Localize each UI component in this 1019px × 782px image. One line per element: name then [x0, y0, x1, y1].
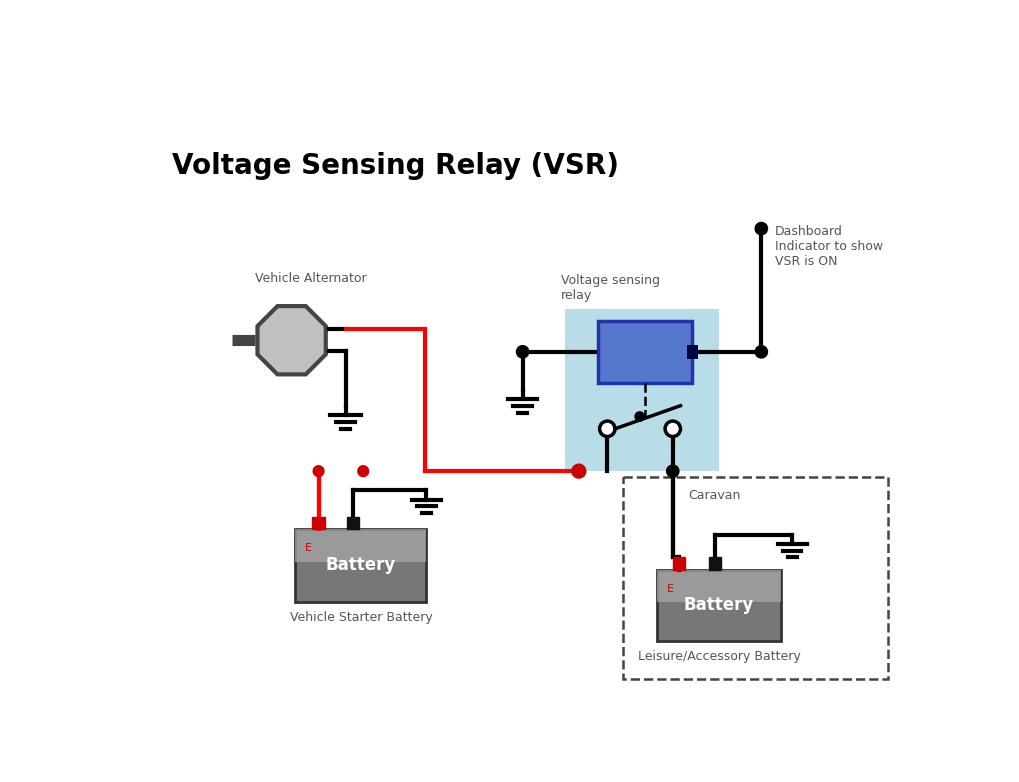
- Circle shape: [635, 412, 644, 421]
- Circle shape: [755, 346, 767, 358]
- Circle shape: [572, 465, 586, 478]
- Bar: [598, 321, 692, 382]
- Text: Battery: Battery: [684, 596, 754, 614]
- Bar: [313, 517, 325, 529]
- Text: Voltage Sensing Relay (VSR): Voltage Sensing Relay (VSR): [172, 152, 620, 180]
- Circle shape: [517, 346, 529, 358]
- Text: Dashboard
Indicator to show
VSR is ON: Dashboard Indicator to show VSR is ON: [775, 224, 883, 267]
- Text: Caravan: Caravan: [688, 489, 741, 502]
- Bar: [657, 570, 781, 601]
- Text: Leisure/Accessory Battery: Leisure/Accessory Battery: [638, 650, 800, 663]
- Circle shape: [755, 222, 767, 235]
- Bar: [673, 558, 685, 570]
- Bar: [347, 517, 360, 529]
- Circle shape: [665, 421, 681, 436]
- Bar: [657, 570, 781, 640]
- Text: Vehicle Starter Battery: Vehicle Starter Battery: [289, 612, 432, 624]
- Circle shape: [358, 466, 369, 476]
- Circle shape: [599, 421, 615, 436]
- Circle shape: [666, 465, 679, 477]
- Bar: [688, 345, 698, 359]
- Bar: [296, 529, 426, 602]
- Circle shape: [313, 466, 324, 476]
- Polygon shape: [258, 306, 326, 375]
- Text: E: E: [305, 543, 312, 553]
- Bar: [565, 310, 719, 471]
- Bar: [709, 558, 721, 570]
- Text: Vehicle Alternator: Vehicle Alternator: [255, 272, 366, 285]
- Text: Battery: Battery: [326, 557, 396, 575]
- Bar: [296, 529, 426, 561]
- Text: Voltage sensing
relay: Voltage sensing relay: [561, 274, 660, 302]
- Text: E: E: [666, 583, 674, 594]
- Bar: [623, 477, 889, 679]
